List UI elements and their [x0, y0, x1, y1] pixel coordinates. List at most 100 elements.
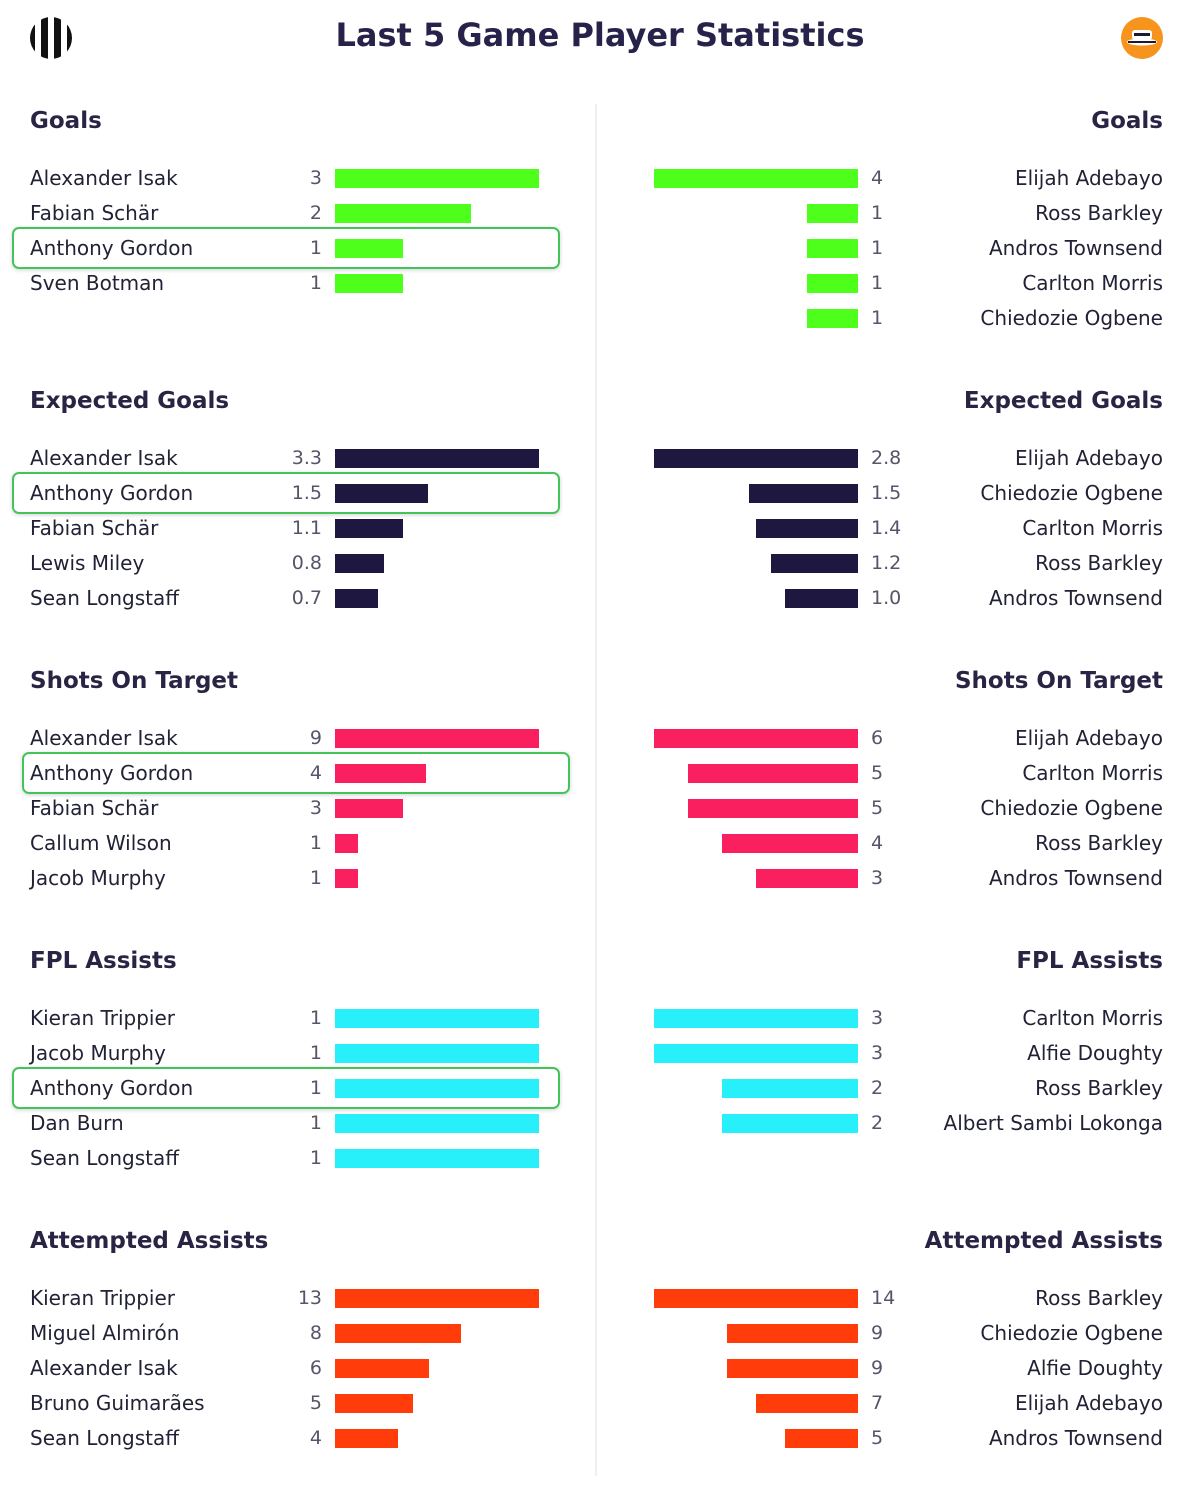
bar — [335, 1394, 413, 1413]
bar — [335, 519, 403, 538]
player-name: Lewis Miley — [30, 551, 145, 575]
data-label: 9 — [871, 1322, 884, 1344]
player-name: Chiedozie Ogbene — [980, 306, 1163, 330]
bar — [807, 204, 858, 223]
page-title: Last 5 Game Player Statistics — [335, 16, 865, 54]
bar — [722, 1079, 858, 1098]
player-name: Elijah Adebayo — [1015, 166, 1163, 190]
data-label: 1 — [309, 272, 322, 294]
bar — [654, 449, 858, 468]
bar — [722, 1114, 858, 1133]
left-player-row: Alexander Isak 9 — [0, 721, 560, 756]
player-name: Andros Townsend — [988, 586, 1163, 610]
data-label: 9 — [309, 727, 322, 749]
data-label: 1 — [871, 202, 884, 224]
left-player-row: Sean Longstaff 4 — [0, 1421, 560, 1456]
data-label: 1 — [871, 237, 884, 259]
player-name: Chiedozie Ogbene — [980, 1321, 1163, 1345]
left-section-title: Goals — [30, 108, 102, 134]
right-section-title: Goals — [1091, 108, 1163, 134]
right-player-row: Elijah Adebayo 2.8 — [600, 441, 1200, 476]
bar — [756, 519, 858, 538]
left-section-title: FPL Assists — [30, 948, 177, 974]
left-player-row: Anthony Gordon 1 — [0, 231, 560, 266]
bar — [335, 729, 539, 748]
player-name: Sean Longstaff — [30, 586, 179, 610]
luton-hat-logo-icon — [1120, 16, 1164, 64]
bar — [335, 589, 378, 608]
left-player-row: Kieran Trippier 13 — [0, 1281, 560, 1316]
player-name: Albert Sambi Lokonga — [943, 1111, 1163, 1135]
right-player-row: Elijah Adebayo 6 — [600, 721, 1200, 756]
right-player-row: Chiedozie Ogbene 1 — [600, 301, 1200, 336]
data-label: 3.3 — [291, 447, 322, 469]
bar — [335, 1149, 539, 1168]
player-name: Carlton Morris — [1022, 761, 1163, 785]
right-player-row: Ross Barkley 14 — [600, 1281, 1200, 1316]
player-name: Carlton Morris — [1022, 516, 1163, 540]
data-label: 2 — [871, 1112, 884, 1134]
left-player-row: Sven Botman 1 — [0, 266, 560, 301]
right-player-row: Carlton Morris 1 — [600, 266, 1200, 301]
bar — [335, 1044, 539, 1063]
right-player-row: Chiedozie Ogbene 9 — [600, 1316, 1200, 1351]
player-name: Kieran Trippier — [30, 1286, 176, 1310]
player-name: Ross Barkley — [1035, 1076, 1163, 1100]
left-player-row: Alexander Isak 6 — [0, 1351, 560, 1386]
data-label: 1 — [309, 832, 322, 854]
data-label: 1.1 — [291, 517, 322, 539]
bar — [785, 589, 858, 608]
data-label: 2.8 — [871, 447, 902, 469]
left-player-row: Miguel Almirón 8 — [0, 1316, 560, 1351]
data-label: 1.5 — [871, 482, 902, 504]
player-name: Alexander Isak — [30, 1356, 178, 1380]
data-label: 6 — [309, 1357, 322, 1379]
player-name: Fabian Schär — [30, 201, 159, 225]
bar — [654, 1044, 858, 1063]
left-player-row: Alexander Isak 3.3 — [0, 441, 560, 476]
data-label: 13 — [297, 1287, 322, 1309]
data-label: 5 — [871, 762, 884, 784]
player-name: Dan Burn — [30, 1111, 124, 1135]
data-label: 2 — [309, 202, 322, 224]
data-label: 9 — [871, 1357, 884, 1379]
player-name: Ross Barkley — [1035, 551, 1163, 575]
bar — [335, 1114, 539, 1133]
player-name: Andros Townsend — [988, 236, 1163, 260]
player-name: Kieran Trippier — [30, 1006, 176, 1030]
right-player-row: Andros Townsend 5 — [600, 1421, 1200, 1456]
data-label: 1.5 — [291, 482, 322, 504]
player-name: Alfie Doughty — [1027, 1041, 1163, 1065]
bar — [335, 274, 403, 293]
bar — [771, 554, 858, 573]
player-name: Andros Townsend — [988, 1426, 1163, 1450]
data-label: 3 — [871, 1007, 884, 1029]
player-name: Sean Longstaff — [30, 1146, 179, 1170]
bar — [756, 869, 858, 888]
right-player-row: Ross Barkley 1.2 — [600, 546, 1200, 581]
player-name: Fabian Schär — [30, 516, 159, 540]
left-player-row: Jacob Murphy 1 — [0, 861, 560, 896]
bar — [335, 1009, 539, 1028]
section-attempted-assists: Attempted Assists Kieran Trippier 13 Miguel… — [0, 1224, 1200, 1504]
player-name: Elijah Adebayo — [1015, 726, 1163, 750]
left-section-title: Shots On Target — [30, 668, 239, 694]
bar — [335, 169, 539, 188]
bar — [688, 764, 858, 783]
data-label: 4 — [871, 832, 884, 854]
section-expected-goals: Expected Goals Alexander Isak 3.3 Anthony G… — [0, 384, 1200, 664]
player-name: Alfie Doughty — [1027, 1356, 1163, 1380]
bar — [335, 1359, 429, 1378]
data-label: 3 — [871, 1042, 884, 1064]
player-name: Anthony Gordon — [30, 481, 194, 505]
data-label: 5 — [871, 1427, 884, 1449]
bar — [335, 484, 428, 503]
section-fpl-assists: FPL Assists Kieran Trippier 1 Jacob Murphy 1… — [0, 944, 1200, 1224]
player-name: Anthony Gordon — [30, 1076, 194, 1100]
left-player-row: Kieran Trippier 1 — [0, 1001, 560, 1036]
bar — [335, 554, 384, 573]
left-player-row: Fabian Schär 2 — [0, 196, 560, 231]
bar — [727, 1359, 858, 1378]
left-player-row: Fabian Schär 1.1 — [0, 511, 560, 546]
player-name: Andros Townsend — [988, 866, 1163, 890]
